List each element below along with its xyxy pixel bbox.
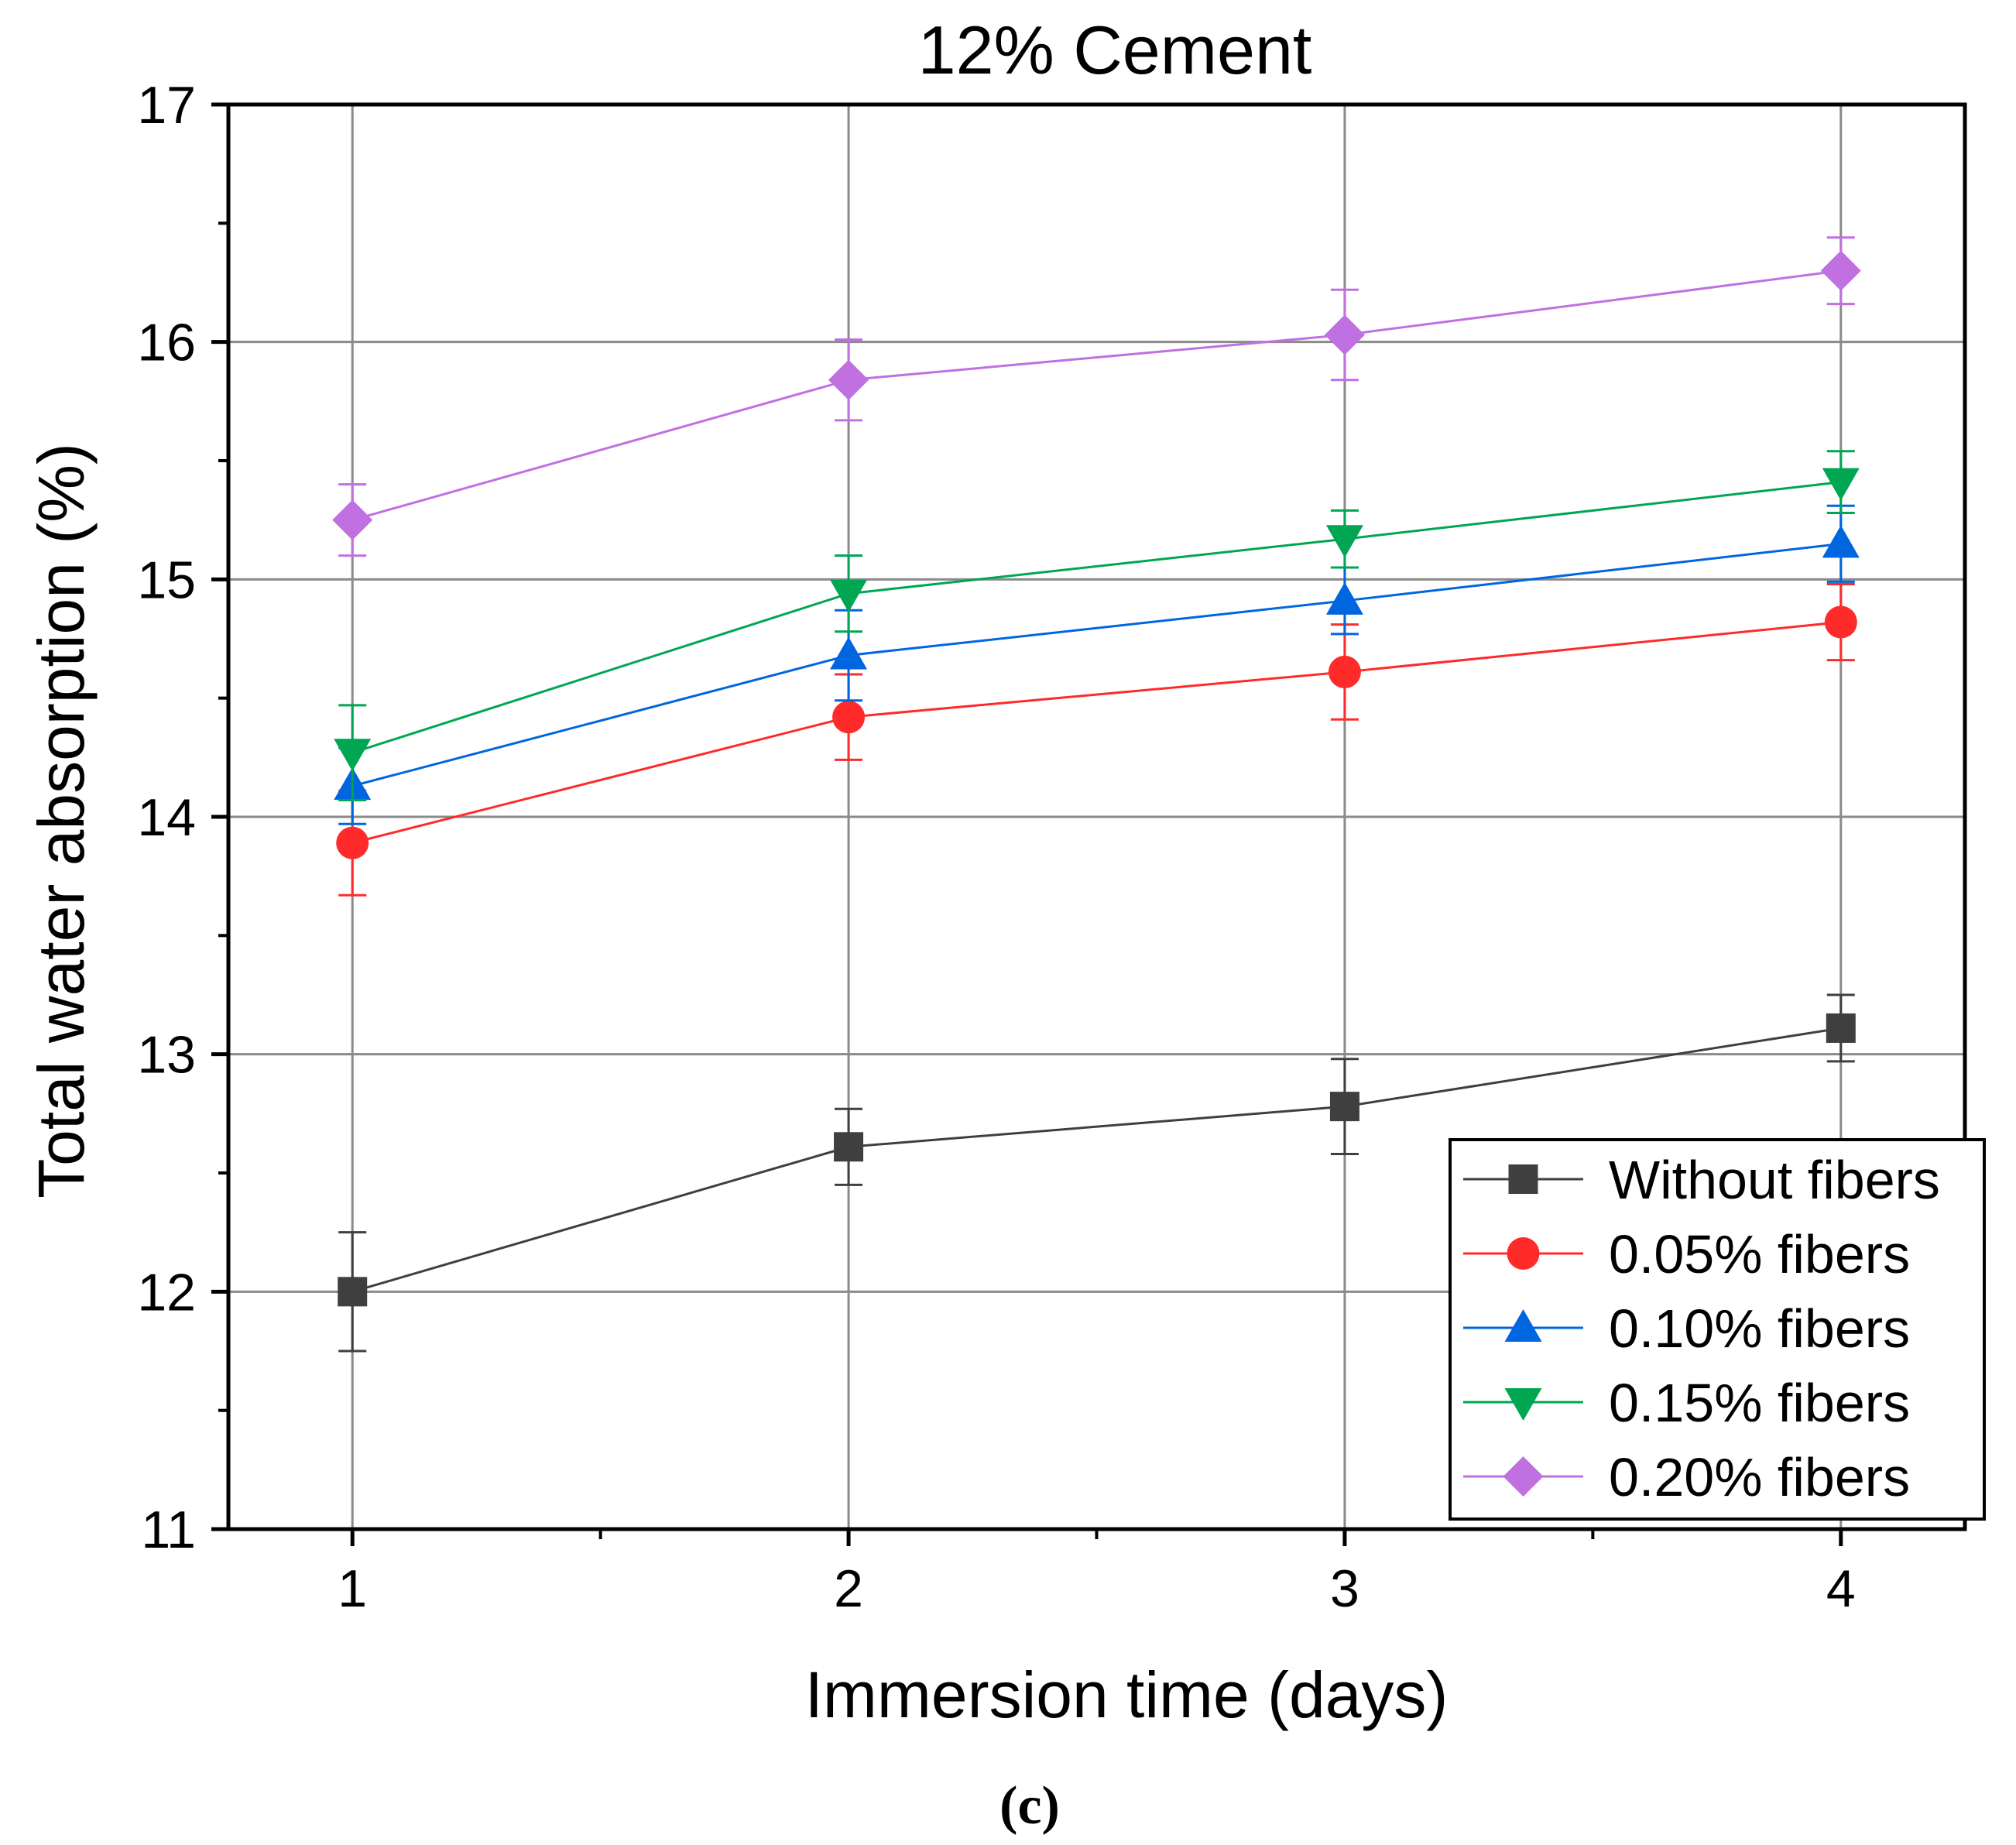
chart-title: 12% Cement [918,12,1312,88]
legend-label: 0.15% fibers [1609,1373,1910,1433]
legend-label: Without fibers [1609,1150,1940,1210]
legend-marker [1504,1388,1542,1421]
series-0-20-fibers [332,236,1861,557]
series-0-10-fibers [334,504,1860,825]
legend-entry: 0.05% fibers [1463,1224,1910,1284]
x-tick-label: 2 [834,1559,863,1618]
data-point [832,701,866,734]
series-line [351,1027,1842,1293]
y-axis-title: Total water absorption (%) [25,443,98,1199]
series-layer [332,236,1861,1353]
series-line [351,269,1841,522]
data-point [1822,525,1860,558]
y-tick-label: 11 [141,1500,196,1559]
legend-label: 0.05% fibers [1609,1224,1910,1284]
series-line [351,542,1841,787]
legend: Without fibers 0.05% fibers 0.10% fibers 0.… [1449,1138,1986,1521]
legend-box [1449,1138,1986,1521]
data-point [1325,581,1363,615]
legend-entry: Without fibers [1463,1150,1940,1210]
data-point [1822,468,1860,501]
minor-ticks [218,221,1595,1539]
data-point [336,826,369,859]
data-point [1329,1092,1359,1122]
x-tick-label: 4 [1826,1559,1856,1618]
data-point [334,739,372,772]
data-point [834,1132,864,1162]
y-tick-label: 15 [137,550,196,609]
data-point [1324,314,1365,355]
series-0-05-fibers [336,582,1857,897]
x-tick-label: 3 [1330,1559,1359,1618]
data-point [1820,250,1861,291]
series-without-fibers [338,993,1856,1353]
legend-marker [1503,1456,1544,1497]
legend-entry: 0.20% fibers [1463,1447,1910,1507]
series-line [351,621,1841,845]
legend-marker [1508,1164,1538,1194]
data-point [332,499,373,540]
data-point [1325,525,1363,558]
legend-label: 0.10% fibers [1609,1298,1910,1359]
legend-marker [1507,1237,1540,1270]
x-tick-label: 1 [338,1559,367,1618]
data-point [830,636,868,670]
y-tick-label: 13 [137,1026,196,1085]
data-point [338,1277,368,1307]
y-tick-label: 12 [137,1263,196,1322]
y-tick-label: 16 [137,314,196,372]
data-point [1824,605,1857,639]
legend-marker [1504,1309,1542,1342]
data-point [830,579,868,612]
x-axis-title: Immersion time (days) [805,1658,1449,1731]
panel-label: (c) [999,1776,1060,1836]
data-point [1328,655,1361,688]
legend-label: 0.20% fibers [1609,1447,1910,1507]
legend-entry: 0.15% fibers [1463,1373,1910,1433]
series-line [351,481,1841,754]
data-point [828,359,869,400]
legend-entry: 0.10% fibers [1463,1298,1910,1359]
y-tick-label: 14 [137,788,196,847]
series-0-15-fibers [334,450,1860,802]
data-point [1826,1013,1856,1043]
y-tick-label: 17 [137,76,196,135]
